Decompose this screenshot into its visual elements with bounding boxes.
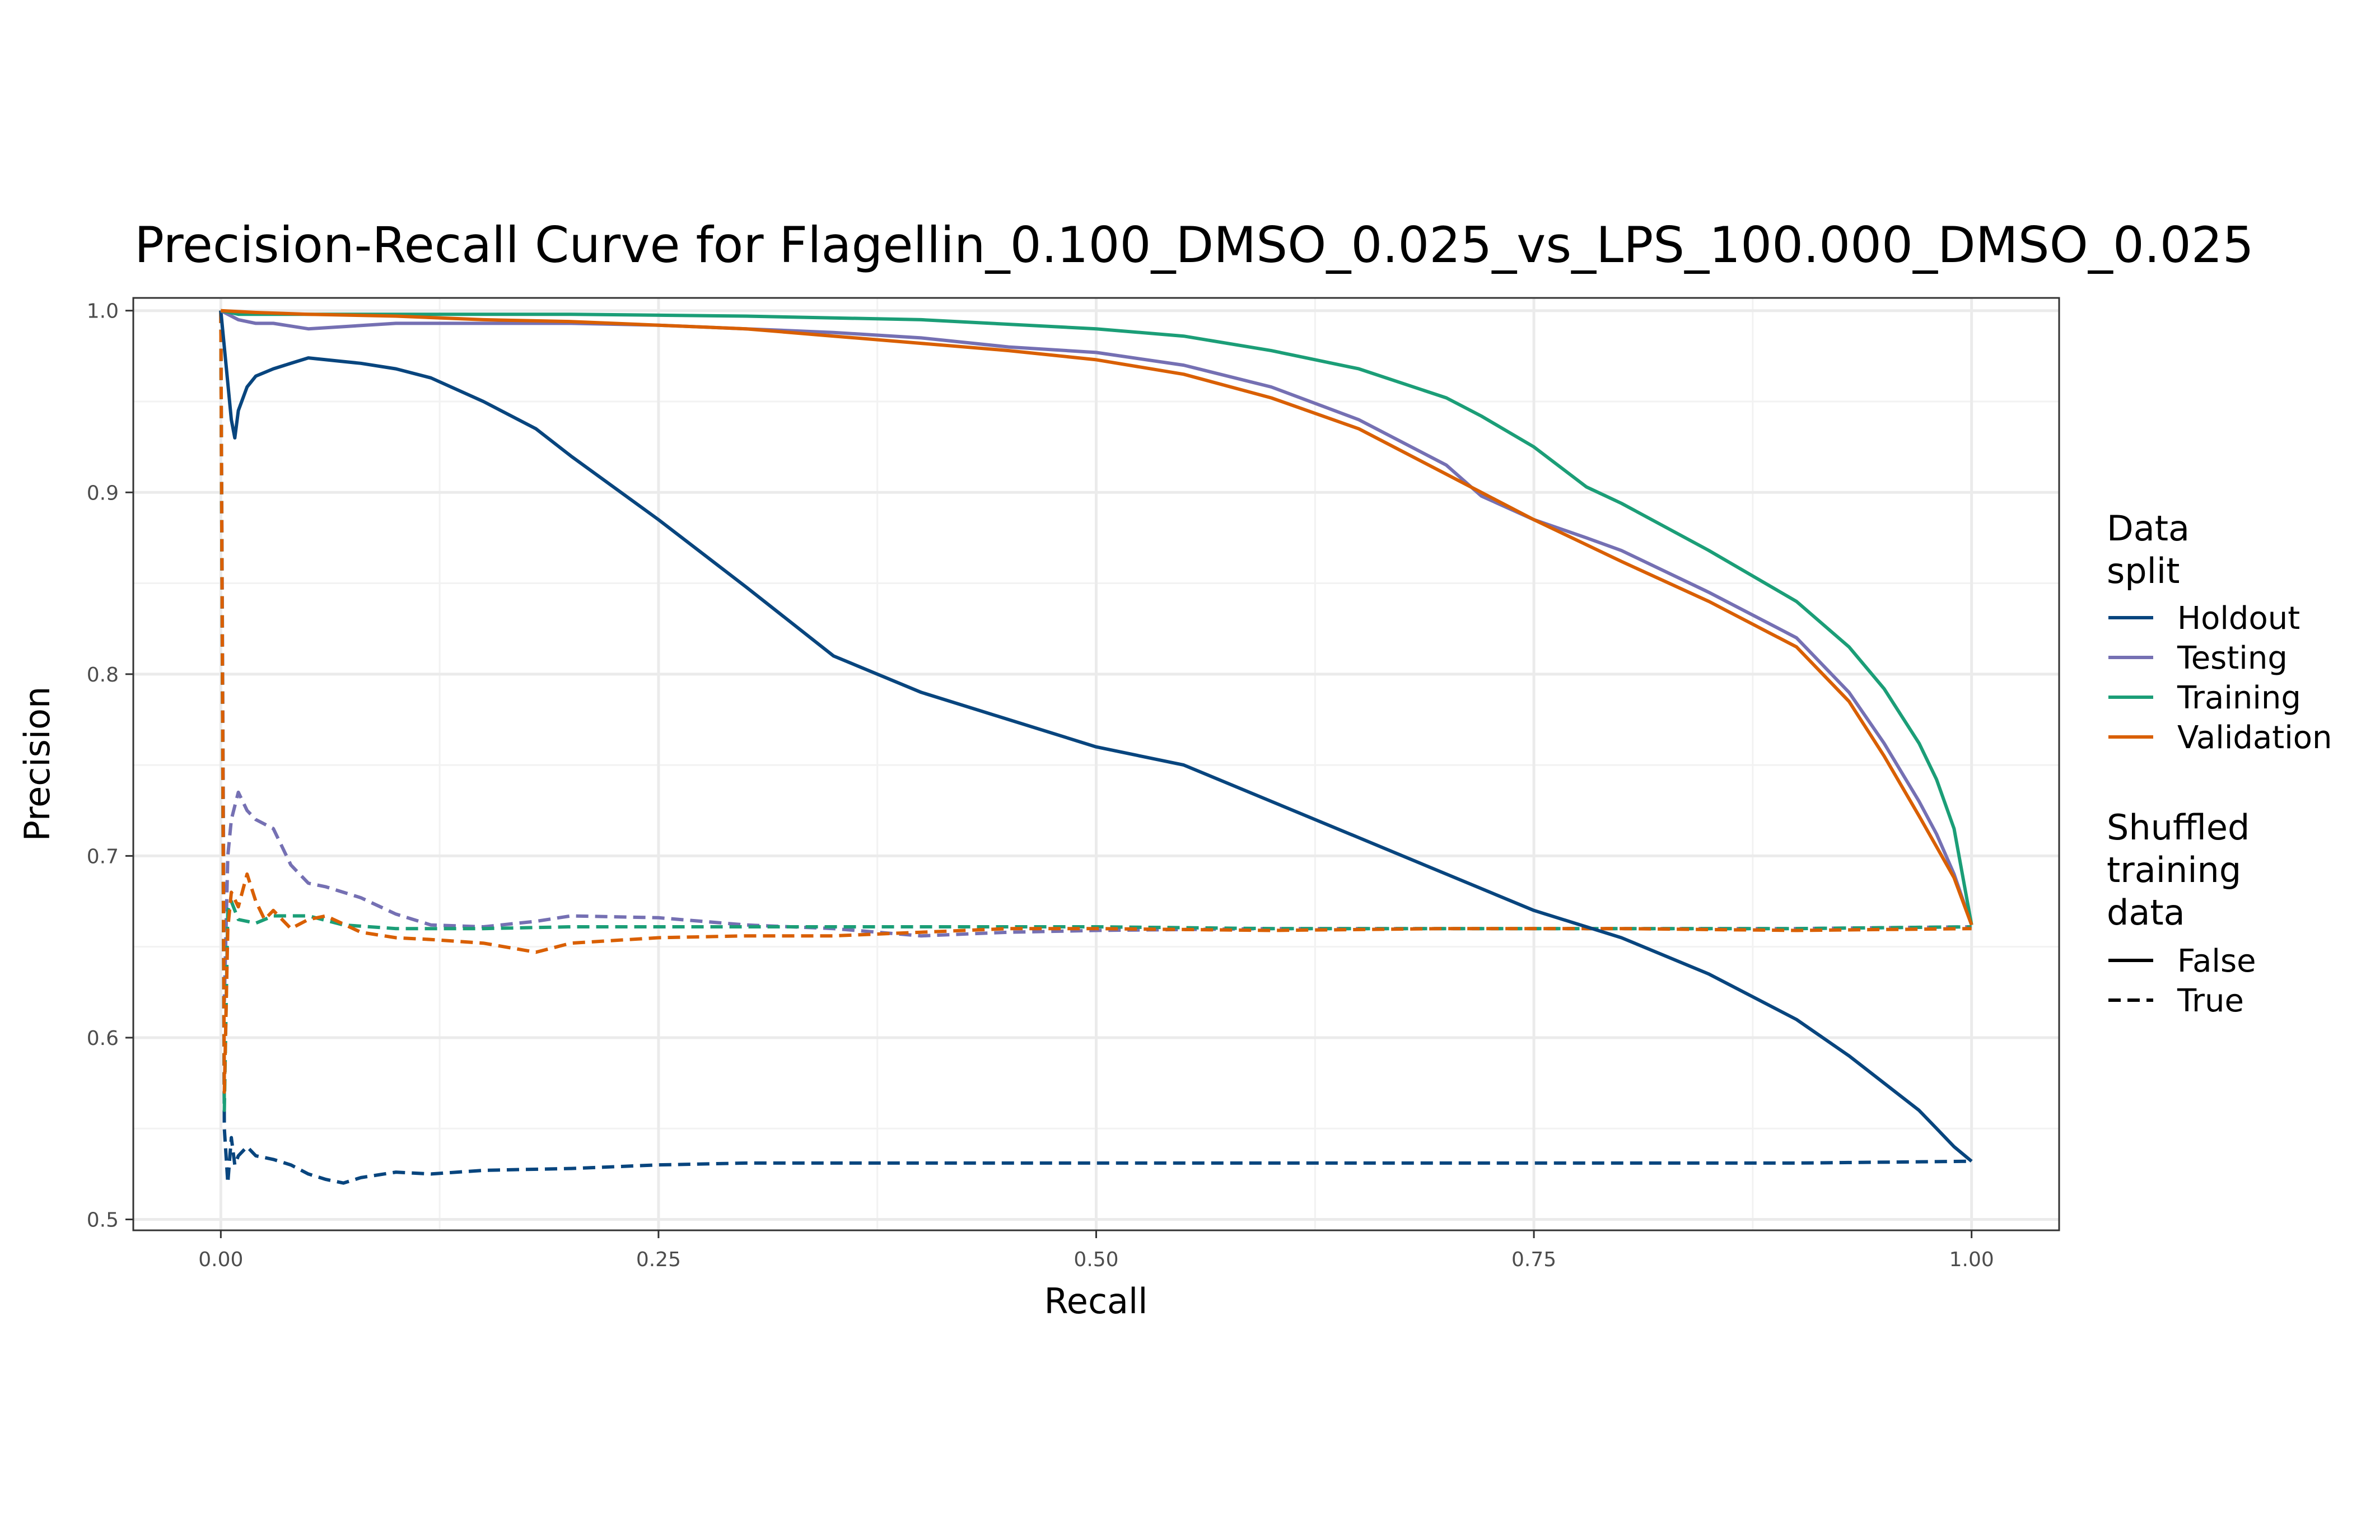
- y-axis-title: Precision: [17, 687, 58, 842]
- y-tick-label: 0.9: [87, 482, 119, 505]
- legend-label-testing: Testing: [2177, 640, 2288, 676]
- x-axis: 0.00 0.25 0.50 0.75 1.00: [198, 1230, 1994, 1271]
- legend-title-line: split: [2107, 550, 2180, 591]
- x-axis-title: Recall: [1044, 1281, 1148, 1322]
- series-line-holdout-shuffled: [219, 310, 1972, 1185]
- x-tick-label: 0.00: [198, 1248, 243, 1271]
- y-tick-label: 0.7: [87, 845, 119, 868]
- y-tick-label: 0.6: [87, 1027, 119, 1050]
- series-line-validation-shuffled: [219, 310, 1972, 1094]
- y-tick-label: 1.0: [87, 300, 119, 323]
- y-tick-label: 0.8: [87, 664, 119, 687]
- legend-label-true: True: [2177, 983, 2244, 1019]
- series-line-training: [220, 309, 1973, 926]
- legend-label-holdout: Holdout: [2177, 600, 2300, 637]
- legend-title-line: Data: [2107, 508, 2190, 549]
- data-series: [219, 309, 1973, 1185]
- legend-title-line: training: [2107, 850, 2241, 890]
- x-tick-label: 0.25: [636, 1248, 681, 1271]
- legend-shuffled: Shuffled training data False True: [2107, 807, 2256, 1019]
- series-line-validation: [221, 309, 1973, 926]
- series-line-holdout: [219, 310, 1973, 1163]
- x-tick-label: 0.75: [1511, 1248, 1556, 1271]
- x-tick-label: 1.00: [1949, 1248, 1994, 1271]
- legend-title-line: data: [2107, 892, 2185, 933]
- series-line-testing: [220, 309, 1973, 926]
- x-tick-label: 0.50: [1074, 1248, 1118, 1271]
- y-tick-label: 0.5: [87, 1209, 119, 1232]
- chart-title: Precision-Recall Curve for Flagellin_0.1…: [134, 216, 2254, 274]
- major-gridlines: [133, 298, 2059, 1230]
- legend-label-training: Training: [2177, 680, 2301, 716]
- legend-label-validation: Validation: [2177, 720, 2332, 756]
- y-axis: 0.5 0.6 0.7 0.8 0.9 1.0: [87, 300, 133, 1232]
- legend-label-false: False: [2177, 943, 2256, 979]
- legend-title-line: Shuffled: [2107, 807, 2250, 848]
